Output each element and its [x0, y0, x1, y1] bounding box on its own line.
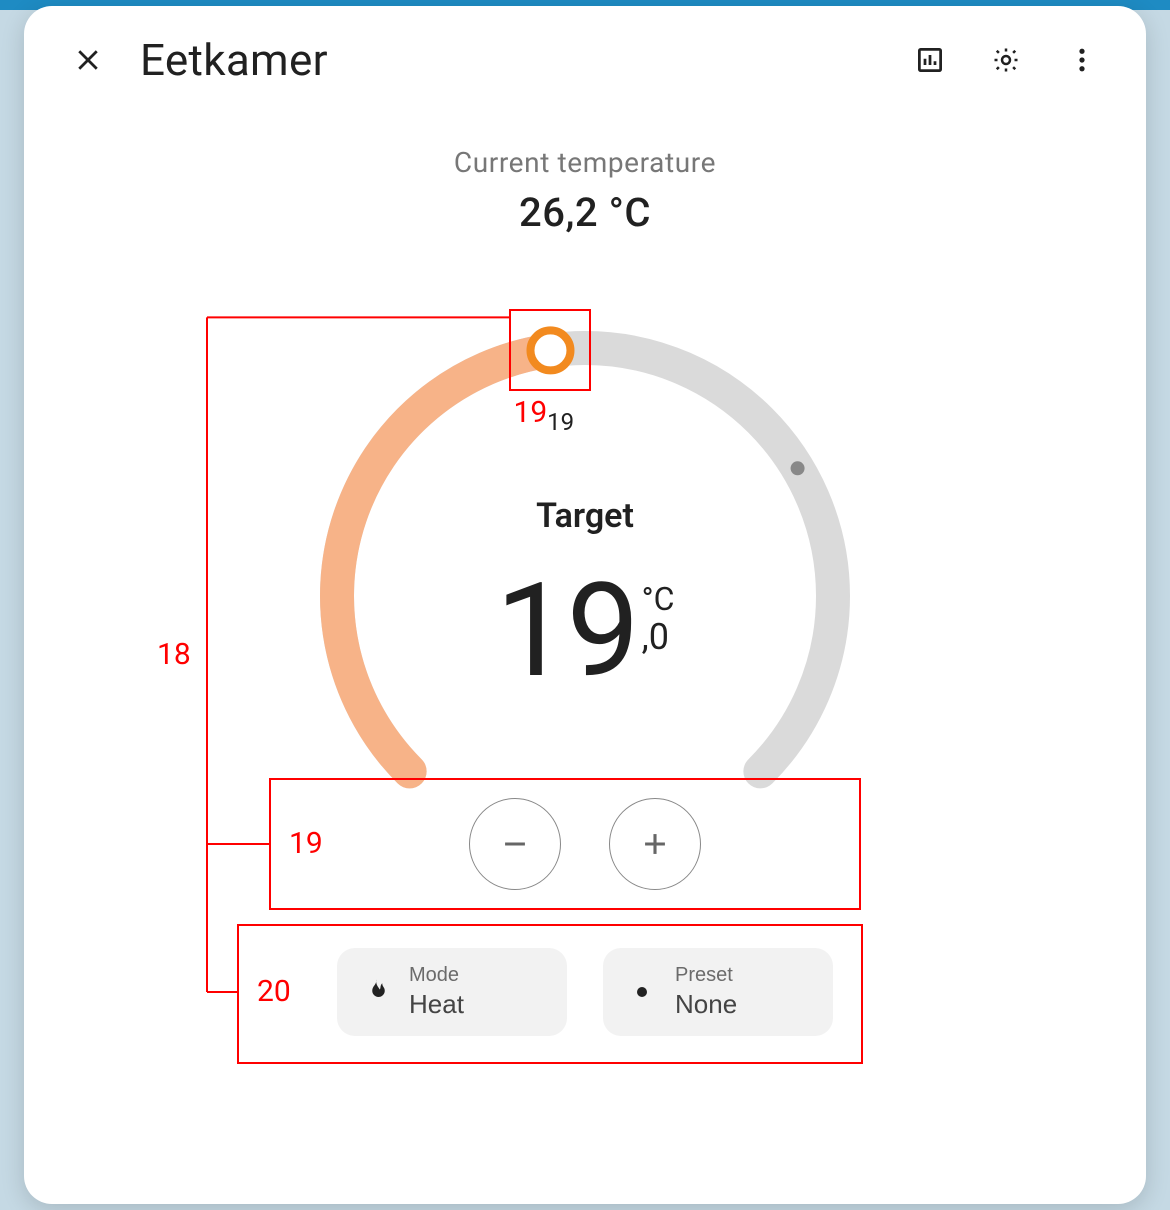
minus-icon — [498, 827, 532, 861]
plus-icon — [638, 827, 672, 861]
mode-value: Heat — [409, 989, 464, 1020]
dialog-body: Current temperature 26,2 °C Target 19 °C… — [24, 96, 1146, 1204]
dot-icon — [627, 977, 657, 1007]
mode-chip[interactable]: Mode Heat — [337, 948, 567, 1036]
dialog-header: Eetkamer — [24, 6, 1146, 96]
preset-chip[interactable]: Preset None — [603, 948, 833, 1036]
header-actions — [906, 36, 1106, 84]
close-icon — [73, 45, 103, 75]
target-label: Target — [536, 496, 634, 536]
dial-tick-label: 19 — [547, 408, 574, 436]
preset-label: Preset — [675, 964, 733, 987]
fire-icon — [361, 977, 391, 1007]
mode-label: Mode — [409, 964, 459, 987]
target-unit: °C — [642, 580, 675, 618]
more-button[interactable] — [1058, 36, 1106, 84]
mode-preset-row: Mode Heat Preset None — [337, 948, 833, 1036]
target-value: 19 °C ,0 — [496, 566, 675, 696]
annotation-chips-label: 20 — [257, 974, 291, 1009]
history-button[interactable] — [906, 36, 954, 84]
dots-vertical-icon — [1067, 45, 1097, 75]
target-integer: 19 — [496, 566, 638, 696]
current-temp-value: 26,2 °C — [519, 189, 651, 236]
decrease-button[interactable] — [469, 798, 561, 890]
gear-icon — [991, 45, 1021, 75]
current-temp-label: Current temperature — [454, 146, 716, 179]
increase-button[interactable] — [609, 798, 701, 890]
dial-center: Target 19 °C ,0 — [305, 316, 865, 876]
thermostat-dialog: Eetkamer — [24, 6, 1146, 1204]
preset-value: None — [675, 989, 737, 1020]
settings-button[interactable] — [982, 36, 1030, 84]
target-decimal: ,0 — [642, 616, 675, 658]
temperature-stepper — [469, 798, 701, 890]
dialog-title: Eetkamer — [140, 34, 328, 86]
annotation-spine-label: 18 — [157, 637, 191, 672]
thermostat-dial[interactable]: Target 19 °C ,0 19 — [305, 316, 865, 876]
bar-chart-icon — [915, 45, 945, 75]
close-button[interactable] — [64, 36, 112, 84]
